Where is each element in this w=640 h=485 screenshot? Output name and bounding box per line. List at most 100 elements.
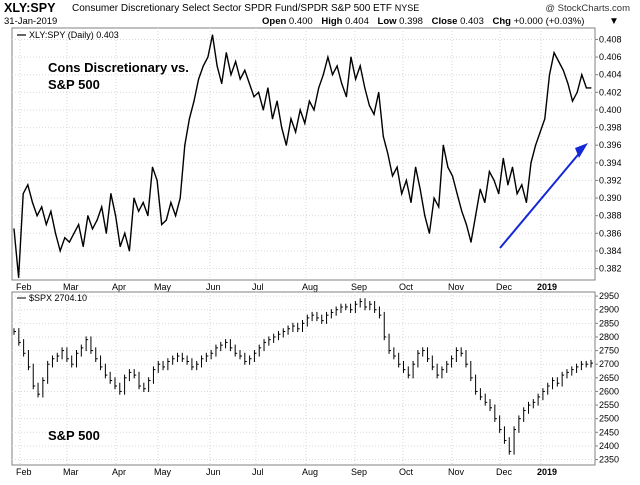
data-point: [174, 215, 177, 217]
data-point: [350, 56, 352, 58]
data-point: [414, 166, 417, 168]
trend-arrow: [499, 149, 583, 249]
data-point: [188, 118, 191, 120]
data-point: [544, 118, 546, 120]
x-tick-label: Jul: [252, 467, 264, 477]
y-tick-label: 0.394: [599, 158, 622, 168]
data-point: [405, 179, 407, 182]
trend-arrowhead: [575, 143, 588, 158]
y-tick-label: 0.404: [599, 70, 622, 80]
data-point: [331, 74, 334, 76]
y-tick-label: 0.396: [599, 140, 622, 150]
data-point: [18, 276, 20, 278]
data-point: [484, 201, 486, 204]
data-point: [207, 56, 209, 58]
spx-pane: Feb Mar Apr May Jun Jul Aug Sep Oct Nov Dec 2019 235…: [11, 291, 619, 477]
y-tick-label: 2500: [599, 414, 619, 424]
legend-label: $SPX 2704.10: [29, 293, 87, 303]
data-point: [493, 179, 495, 182]
y-tick-label: 2550: [599, 400, 619, 410]
data-point: [502, 157, 504, 160]
data-point: [475, 215, 477, 217]
y-tick-label: 2950: [599, 291, 619, 301]
data-point: [170, 201, 172, 204]
data-point: [571, 100, 574, 102]
data-point: [13, 228, 15, 230]
data-point: [258, 91, 260, 93]
y-tick-label: 2450: [599, 427, 619, 437]
close-label: Close: [431, 16, 458, 27]
low-label: Low: [377, 16, 397, 27]
open-value: 0.400: [288, 16, 313, 27]
data-point: [239, 78, 241, 80]
data-point: [428, 232, 431, 234]
data-point: [151, 166, 154, 168]
data-point: [378, 91, 380, 93]
data-point: [516, 193, 518, 195]
data-point: [50, 210, 52, 212]
high-value: 0.404: [345, 16, 369, 27]
y-tick-label: 0.382: [599, 264, 622, 274]
data-point: [198, 78, 200, 80]
data-point: [114, 215, 117, 217]
data-point: [22, 193, 24, 195]
data-point: [133, 197, 135, 199]
ratio-pane: Feb Mar Apr May Jun Jul Aug Sep Oct Nov Dec 2019 0.3…: [11, 27, 622, 292]
data-point: [451, 175, 454, 177]
chart-annotation: S&P 500: [48, 428, 100, 443]
y-tick-label: 0.402: [599, 87, 622, 97]
data-point: [124, 232, 126, 234]
chart-annotation: Cons Discretionary vs.: [48, 60, 189, 75]
data-point: [548, 74, 551, 76]
x-tick-label: Sep: [351, 282, 367, 292]
data-point: [341, 82, 343, 85]
data-point: [91, 228, 94, 230]
data-point: [304, 122, 306, 124]
data-point: [419, 188, 421, 190]
data-point: [368, 104, 371, 107]
data-point: [271, 118, 274, 120]
data-point: [530, 162, 532, 164]
data-point: [535, 144, 537, 146]
ratio-line: [13, 34, 591, 278]
data-point: [87, 215, 89, 217]
data-point: [59, 250, 61, 252]
source-credit: @ StockCharts.com: [545, 3, 630, 14]
x-tick-label: Feb: [16, 467, 32, 477]
data-point: [322, 74, 324, 76]
data-point: [447, 166, 449, 168]
data-point: [142, 201, 144, 204]
chg-label: Chg: [492, 16, 511, 27]
data-point: [161, 223, 163, 226]
y-tick-label: 0.384: [599, 246, 622, 256]
x-tick-label: Aug: [302, 282, 318, 292]
data-point: [488, 171, 491, 173]
data-point: [359, 65, 361, 67]
data-point: [82, 245, 84, 248]
y-tick-label: 0.386: [599, 228, 622, 238]
data-point: [119, 245, 121, 248]
data-point: [433, 197, 435, 199]
data-point: [521, 184, 523, 186]
x-tick-label: Oct: [399, 467, 414, 477]
data-point: [461, 210, 463, 212]
data-point: [234, 60, 237, 63]
y-tick-label: 0.388: [599, 211, 622, 221]
data-point: [267, 87, 269, 89]
data-point: [470, 241, 472, 243]
dropdown-arrow-icon[interactable]: ▼: [609, 16, 619, 27]
data-point: [373, 113, 375, 115]
x-tick-label: 2019: [537, 467, 557, 477]
x-tick-label: Feb: [16, 282, 32, 292]
high-label: High: [321, 16, 343, 27]
data-point: [294, 131, 297, 133]
close-value: 0.403: [460, 16, 484, 27]
y-tick-label: 2900: [599, 305, 619, 315]
x-tick-label: Apr: [112, 282, 126, 292]
data-point: [299, 109, 301, 111]
x-tick-label: Dec: [496, 282, 513, 292]
data-point: [391, 175, 394, 177]
x-tick-label: 2019: [537, 282, 557, 292]
security-name-text: Consumer Discretionary Select Sector SPD…: [72, 3, 392, 14]
data-point: [68, 241, 70, 243]
